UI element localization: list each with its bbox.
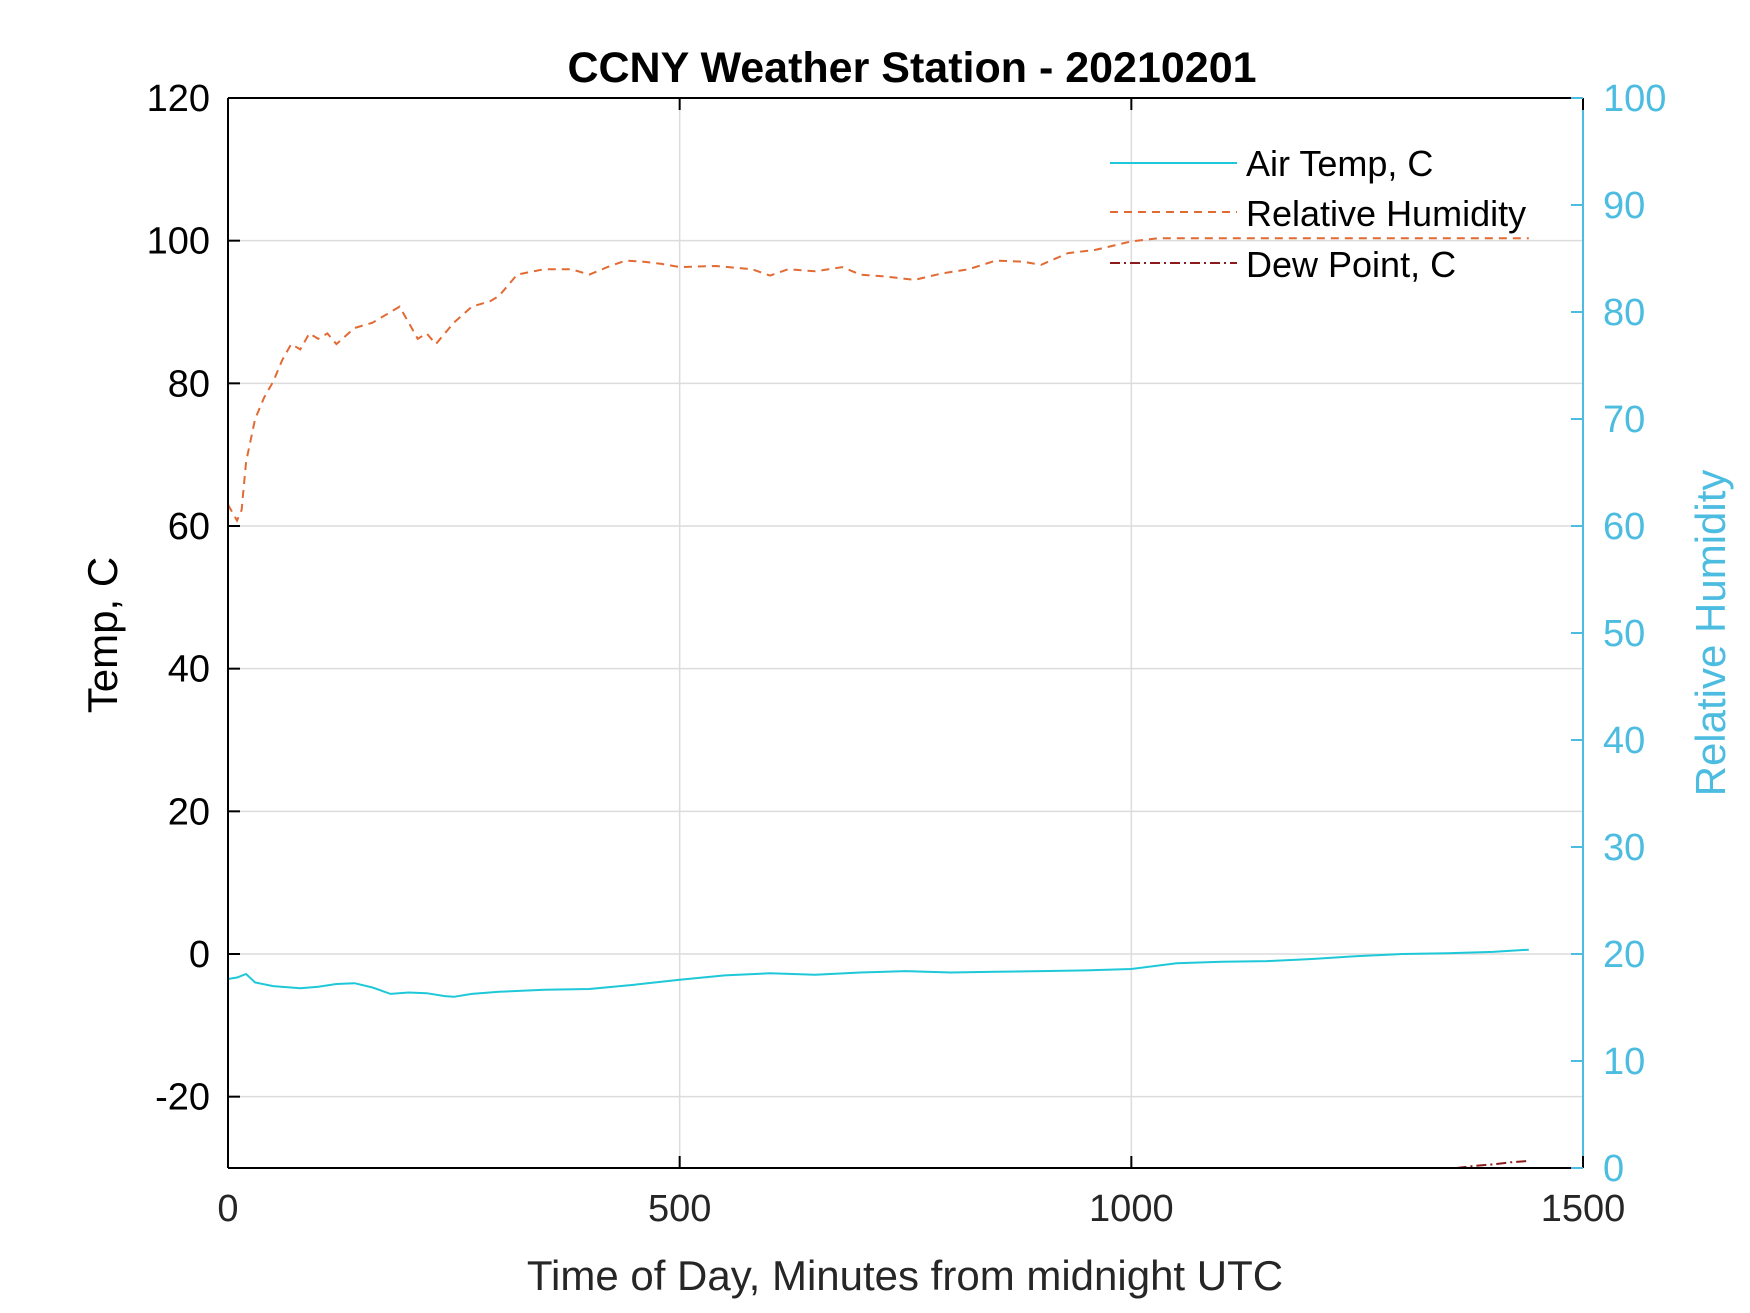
y-right-tick-label: 90 [1603, 185, 1645, 227]
y-right-tick-label: 40 [1603, 720, 1645, 762]
series-line-dew-point [1456, 1159, 1529, 1169]
grid-lines [228, 98, 1583, 1168]
x-tick-label: 1500 [1541, 1188, 1626, 1230]
y-right-tick-label: 100 [1603, 78, 1666, 120]
y-right-tick-label: 70 [1603, 399, 1645, 441]
series-layer [227, 237, 1529, 1169]
legend-label-air-temp: Air Temp, C [1246, 143, 1433, 184]
axes [227, 97, 1584, 1169]
legend: Air Temp, C Relative Humidity Dew Point,… [1110, 143, 1526, 285]
y-left-tick-label: 120 [147, 78, 210, 120]
tick-labels: 0 500 1000 1500 -20 0 20 40 60 80 100 120 0 10 20 30 40 5… [147, 78, 1667, 1230]
x-axis-label: Time of Day, Minutes from midnight UTC [527, 1252, 1283, 1299]
x-tick-label: 1000 [1089, 1188, 1174, 1230]
y-right-tick-label: 30 [1603, 827, 1645, 869]
y-right-tick-label: 80 [1603, 292, 1645, 334]
y-axis-label-right: Relative Humidity [1687, 470, 1734, 797]
legend-label-relative-humidity: Relative Humidity [1246, 193, 1526, 234]
series-line-relative-humidity [227, 237, 1529, 523]
y-left-tick-label: 60 [168, 506, 210, 548]
y-left-tick-label: 20 [168, 791, 210, 833]
y-left-tick-label: 100 [147, 221, 210, 263]
legend-label-dew-point: Dew Point, C [1246, 244, 1456, 285]
x-tick-label: 0 [217, 1188, 238, 1230]
y-right-tick-label: 50 [1603, 613, 1645, 655]
y-axis-label-left: Temp, C [79, 557, 126, 713]
y-right-tick-label: 60 [1603, 506, 1645, 548]
x-tick-label: 500 [648, 1188, 711, 1230]
y-left-tick-label: -20 [155, 1077, 210, 1119]
series-line-air-temp [227, 948, 1529, 998]
y-right-tick-label: 20 [1603, 934, 1645, 976]
y-left-tick-label: 80 [168, 363, 210, 405]
y-right-tick-label: 0 [1603, 1148, 1624, 1190]
chart-title: CCNY Weather Station - 20210201 [567, 44, 1256, 92]
y-left-tick-label: 0 [189, 934, 210, 976]
y-left-tick-label: 40 [168, 649, 210, 691]
y-right-tick-label: 10 [1603, 1041, 1645, 1083]
